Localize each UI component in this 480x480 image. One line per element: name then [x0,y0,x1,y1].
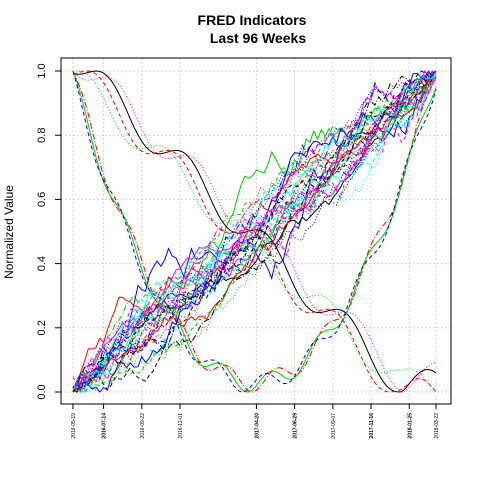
x-tick-label: 2017-11-16 [369,413,375,439]
series-line [72,70,437,393]
y-tick-label: 0.4 [36,256,48,271]
y-tick-label: 1.0 [36,63,48,78]
x-tick-label: 2016-07-14 [102,413,108,439]
x-tick-label: 2017-06-29 [293,413,299,439]
series-line [72,70,437,394]
series-line [72,70,437,393]
x-axis: 2016-05-19 2016-07-14 2016-09-22 2016-12-01… [71,404,440,439]
y-tick-label: 0.8 [36,128,48,143]
x-tick-label: 2016-09-22 [140,413,146,439]
x-tick-label: 2018-01-25 [407,413,413,439]
y-tick-label: 0.0 [36,384,48,399]
series-line [72,70,437,393]
chart-subtitle: Last 96 Weeks [210,30,306,46]
series-line [72,70,437,393]
series-line [72,70,437,393]
x-tick-label: 2017-09-07 [331,413,337,439]
series-line [72,70,437,393]
x-tick-label: 2018-03-22 [434,413,440,439]
x-tick-label: 2016-12-01 [178,413,184,439]
y-axis: 0.0 0.2 0.4 0.6 0.8 1.0 [36,63,61,400]
series-line [72,70,437,393]
series-line [72,70,437,393]
y-tick-label: 0.6 [36,192,48,207]
series-line [72,70,437,393]
y-tick-label: 0.2 [36,320,48,335]
series-line [72,70,437,393]
series-line [72,70,437,393]
series-group [72,70,437,394]
series-line [72,70,437,393]
series-line [72,70,437,393]
x-tick-label: 2017-04-20 [254,413,260,439]
series-line [72,70,437,393]
series-line [72,70,437,394]
series-line [72,70,437,393]
series-line [72,70,437,393]
y-axis-label: Normalized Value [2,185,16,279]
x-tick-label: 2016-05-19 [71,413,77,439]
chart-title: FRED Indicators [198,12,307,28]
series-line [72,70,437,393]
series-line [72,70,437,393]
series-line [72,70,437,394]
series-line [72,70,437,393]
